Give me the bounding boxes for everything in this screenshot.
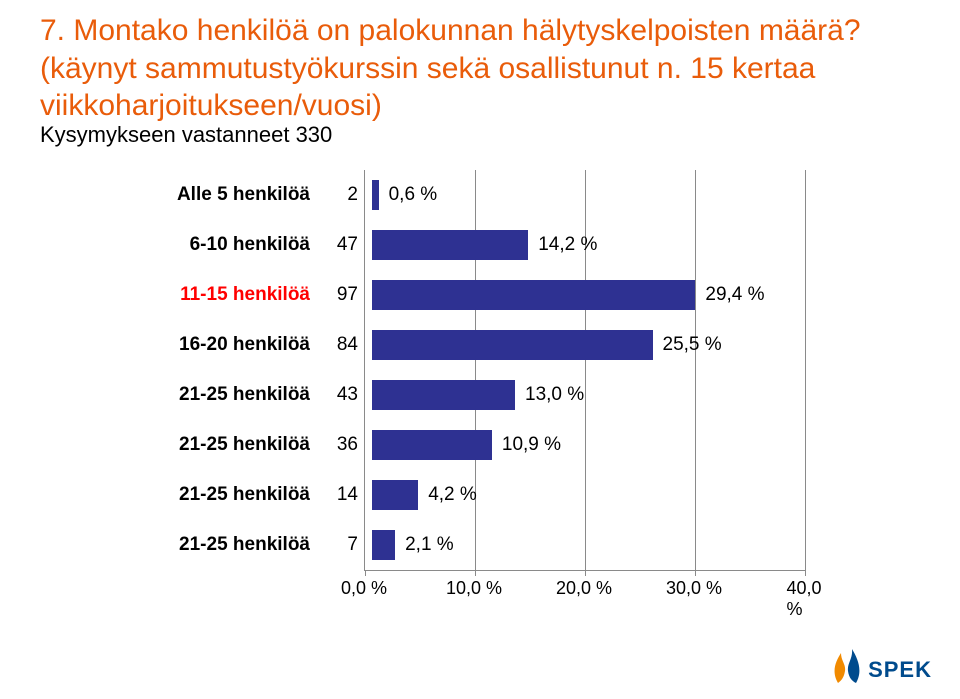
bar-value: 10,9 % bbox=[502, 434, 561, 456]
bar bbox=[372, 330, 653, 360]
tickmark bbox=[695, 570, 696, 576]
x-axis-labels: 0,0 %10,0 %20,0 %30,0 %40,0 % bbox=[364, 578, 804, 608]
bar-value: 25,5 % bbox=[663, 334, 722, 356]
x-tick-label: 40,0 % bbox=[786, 578, 821, 620]
slide: 7. Montako henkilöä on palokunnan hälyty… bbox=[0, 0, 960, 699]
title-line-2: (käynyt sammutustyökurssin sekä osallist… bbox=[40, 52, 815, 123]
row-count: 14 bbox=[318, 484, 372, 506]
row-label: 11-15 henkilöä bbox=[130, 284, 318, 306]
chart-row: 6-10 henkilöä47 14,2 % bbox=[130, 220, 830, 270]
x-tick-label: 30,0 % bbox=[666, 578, 722, 599]
bar-zone: 29,4 % bbox=[372, 270, 812, 320]
chart-row: 21-25 henkilöä43 13,0 % bbox=[130, 370, 830, 420]
tickmark bbox=[805, 570, 806, 576]
chart-row: 16-20 henkilöä84 25,5 % bbox=[130, 320, 830, 370]
bar-value: 2,1 % bbox=[405, 534, 454, 556]
bar-chart: Alle 5 henkilöä2 0,6 % 6-10 henkilöä47 14,2… bbox=[130, 170, 830, 610]
bar bbox=[372, 430, 492, 460]
spek-logo: SPEK bbox=[832, 649, 932, 683]
bar-zone: 25,5 % bbox=[372, 320, 812, 370]
row-label: 21-25 henkilöä bbox=[130, 534, 318, 556]
bar bbox=[372, 230, 528, 260]
x-tick-label: 20,0 % bbox=[556, 578, 612, 599]
x-tick-label: 0,0 % bbox=[341, 578, 387, 599]
row-label: 16-20 henkilöä bbox=[130, 334, 318, 356]
chart-row: 21-25 henkilöä36 10,9 % bbox=[130, 420, 830, 470]
row-label: 21-25 henkilöä bbox=[130, 484, 318, 506]
row-label: Alle 5 henkilöä bbox=[130, 184, 318, 206]
chart-row: Alle 5 henkilöä2 0,6 % bbox=[130, 170, 830, 220]
tickmark bbox=[365, 570, 366, 576]
row-count: 36 bbox=[318, 434, 372, 456]
chart-row: 11-15 henkilöä97 29,4 % bbox=[130, 270, 830, 320]
logo-text: SPEK bbox=[868, 657, 932, 683]
x-tick-label: 10,0 % bbox=[446, 578, 502, 599]
chart-rows: Alle 5 henkilöä2 0,6 % 6-10 henkilöä47 14,2… bbox=[130, 170, 830, 570]
bar-zone: 4,2 % bbox=[372, 470, 812, 520]
bar-zone: 2,1 % bbox=[372, 520, 812, 570]
bar-zone: 13,0 % bbox=[372, 370, 812, 420]
bar bbox=[372, 530, 395, 560]
bar-value: 13,0 % bbox=[525, 384, 584, 406]
bar bbox=[372, 480, 418, 510]
bar-value: 0,6 % bbox=[389, 184, 438, 206]
bar-value: 4,2 % bbox=[428, 484, 477, 506]
bar-value: 14,2 % bbox=[538, 234, 597, 256]
bar-zone: 10,9 % bbox=[372, 420, 812, 470]
row-label: 21-25 henkilöä bbox=[130, 434, 318, 456]
bar-zone: 0,6 % bbox=[372, 170, 812, 220]
row-label: 21-25 henkilöä bbox=[130, 384, 318, 406]
row-label: 6-10 henkilöä bbox=[130, 234, 318, 256]
row-count: 47 bbox=[318, 234, 372, 256]
tickmark bbox=[475, 570, 476, 576]
row-count: 7 bbox=[318, 534, 372, 556]
row-count: 97 bbox=[318, 284, 372, 306]
flame-icon bbox=[832, 649, 862, 683]
bar bbox=[372, 180, 379, 210]
slide-title: 7. Montako henkilöä on palokunnan hälyty… bbox=[40, 12, 920, 125]
title-line-1: 7. Montako henkilöä on palokunnan hälyty… bbox=[40, 14, 861, 47]
row-count: 84 bbox=[318, 334, 372, 356]
bar-zone: 14,2 % bbox=[372, 220, 812, 270]
bar bbox=[372, 380, 515, 410]
chart-row: 21-25 henkilöä7 2,1 % bbox=[130, 520, 830, 570]
chart-row: 21-25 henkilöä14 4,2 % bbox=[130, 470, 830, 520]
respondent-count: Kysymykseen vastanneet 330 bbox=[40, 122, 332, 148]
tickmark bbox=[585, 570, 586, 576]
row-count: 43 bbox=[318, 384, 372, 406]
bar bbox=[372, 280, 695, 310]
row-count: 2 bbox=[318, 184, 372, 206]
bar-value: 29,4 % bbox=[705, 284, 764, 306]
